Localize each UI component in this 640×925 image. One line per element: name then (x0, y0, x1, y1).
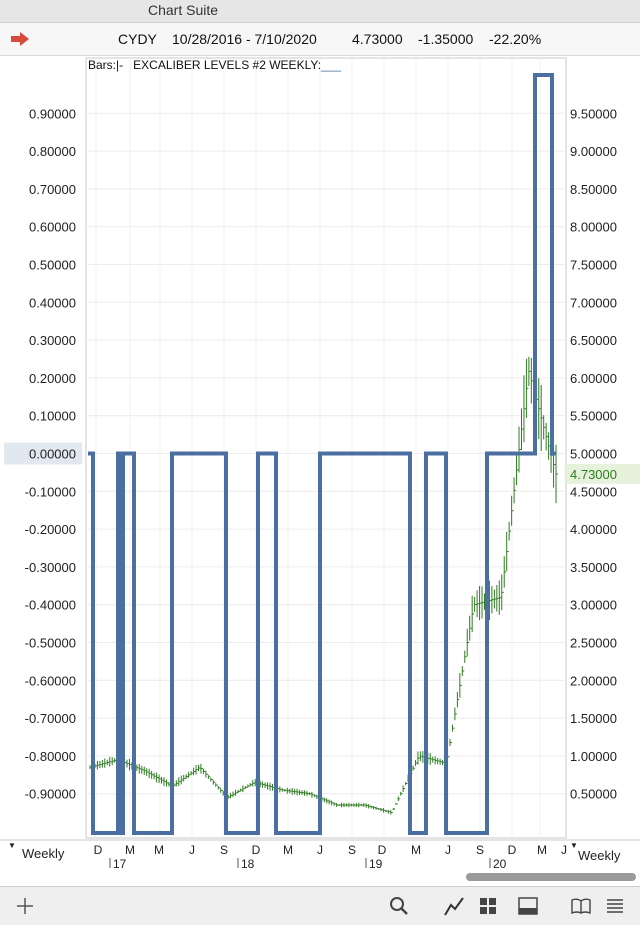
list-icon[interactable] (604, 895, 626, 917)
last-price-text: 4.73000 (352, 31, 403, 47)
change-text: -1.35000 (418, 31, 474, 47)
symbol-info-bar: CYDY 10/28/2016 - 7/10/2020 4.73000 -1.3… (0, 23, 640, 56)
right-tick-label: 0.50000 (570, 787, 617, 802)
last-price-badge (566, 463, 640, 484)
left-tick-label: -0.70000 (25, 711, 76, 726)
left-tick-label: 0.10000 (29, 409, 76, 424)
month-label: M (125, 843, 135, 857)
right-tick-label: 7.50000 (570, 258, 617, 273)
line-chart-icon[interactable] (443, 895, 465, 917)
right-tick-label: 3.00000 (570, 598, 617, 613)
month-label: M (283, 843, 293, 857)
excaliber-indicator-line (88, 73, 556, 835)
book-icon[interactable] (570, 895, 592, 917)
horizontal-scrollbar[interactable] (466, 873, 636, 881)
window-titlebar: Chart Suite (0, 0, 640, 23)
month-label: J (189, 843, 195, 857)
indicator-value: ___ (321, 58, 342, 72)
right-tick-label: 3.50000 (570, 560, 617, 575)
right-tick-label: 1.50000 (570, 711, 617, 726)
indicator-legend: Bars:|- EXCALIBER LEVELS #2 WEEKLY:___ (88, 58, 341, 72)
month-label: S (476, 843, 484, 857)
bottom-toolbar (0, 886, 640, 925)
right-tick-label: 1.00000 (570, 749, 617, 764)
left-tick-label: 0.50000 (29, 258, 76, 273)
year-label: 20 (493, 857, 507, 871)
right-tick-label: 5.50000 (570, 409, 617, 424)
right-tick-label: 2.00000 (570, 673, 617, 688)
right-tick-label: 4.50000 (570, 484, 617, 499)
chart-area[interactable]: 0.90000 0.80000 0.70000 0.60000 0.50000 0.400… (0, 56, 640, 886)
left-tick-label: -0.10000 (25, 484, 76, 499)
month-label: J (445, 843, 451, 857)
year-label: 18 (241, 857, 255, 871)
change-pct-text: -22.20% (489, 31, 542, 47)
symbol-text: CYDY (118, 31, 157, 47)
left-tick-label: 0.90000 (29, 106, 76, 121)
left-tick-label: 0.40000 (29, 295, 76, 310)
month-label: S (348, 843, 356, 857)
grid-icon[interactable] (477, 895, 499, 917)
left-tick-label: -0.80000 (25, 749, 76, 764)
month-label: J (561, 843, 567, 857)
right-tick-label: 2.50000 (570, 636, 617, 651)
left-tick-label: 0.00000 (29, 447, 76, 462)
indicator-label: EXCALIBER LEVELS #2 WEEKLY: (133, 58, 322, 72)
right-tick-label: 8.00000 (570, 220, 617, 235)
search-icon[interactable] (388, 895, 410, 917)
month-label: M (411, 843, 421, 857)
left-tick-label: -0.40000 (25, 598, 76, 613)
period-left-dropdown-icon: ▼ (8, 841, 16, 850)
left-tick-label: 0.60000 (29, 220, 76, 235)
month-label: D (378, 843, 387, 857)
right-tick-label: 7.00000 (570, 295, 617, 310)
period-right-dropdown-icon: ▼ (570, 841, 578, 850)
right-tick-label: 6.50000 (570, 333, 617, 348)
left-tick-label: -0.60000 (25, 673, 76, 688)
right-tick-label: 8.50000 (570, 182, 617, 197)
last-price-label: 4.73000 (570, 467, 617, 482)
right-tick-label: 6.00000 (570, 371, 617, 386)
period-right: Weekly (578, 848, 621, 863)
plot-frame (85, 57, 567, 839)
month-label: M (154, 843, 164, 857)
month-label: M (537, 843, 547, 857)
month-label: D (252, 843, 261, 857)
zero-highlight (4, 442, 82, 465)
left-tick-label: 0.70000 (29, 182, 76, 197)
year-label: 19 (369, 857, 383, 871)
month-label: D (94, 843, 103, 857)
window-title: Chart Suite (148, 2, 219, 18)
bars-label: Bars: (88, 58, 117, 72)
month-label: J (317, 843, 323, 857)
year-label: 17 (113, 857, 127, 871)
left-tick-label: 0.20000 (29, 371, 76, 386)
left-tick-label: -0.50000 (25, 636, 76, 651)
red-arrow-icon[interactable] (10, 31, 30, 47)
right-tick-label: 4.00000 (570, 522, 617, 537)
left-tick-label: 0.80000 (29, 144, 76, 159)
right-tick-label: 9.00000 (570, 144, 617, 159)
month-label: S (220, 843, 228, 857)
right-tick-label: 5.00000 (570, 447, 617, 462)
bars-value: |- (116, 58, 124, 72)
left-tick-label: 0.30000 (29, 333, 76, 348)
left-tick-label: -0.90000 (25, 787, 76, 802)
plus-icon[interactable] (14, 895, 36, 917)
panel-icon[interactable] (517, 895, 539, 917)
month-label: D (508, 843, 517, 857)
left-tick-label: -0.20000 (25, 522, 76, 537)
right-tick-label: 9.50000 (570, 106, 617, 121)
period-left: Weekly (22, 846, 65, 861)
left-tick-label: -0.30000 (25, 560, 76, 575)
date-range-text: 10/28/2016 - 7/10/2020 (172, 31, 317, 47)
